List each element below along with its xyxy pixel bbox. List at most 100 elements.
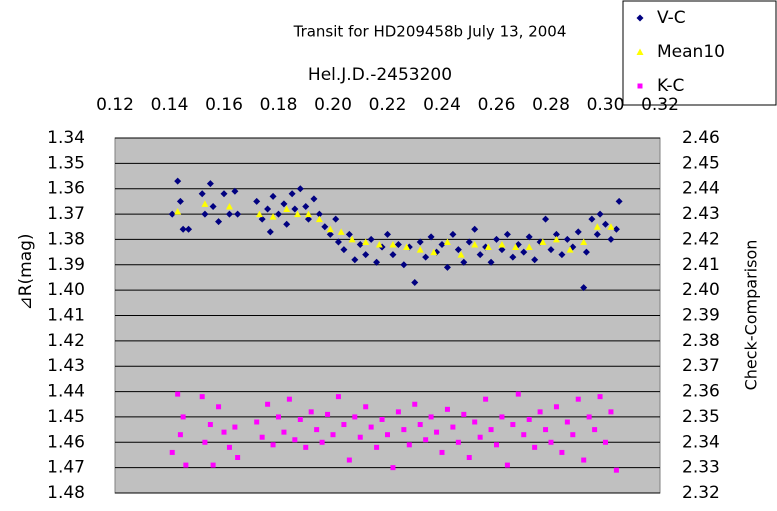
point <box>281 429 287 435</box>
point <box>422 253 430 261</box>
y-axis-title: ⊿R(mag) <box>16 233 36 310</box>
point <box>477 434 483 440</box>
point <box>593 223 601 230</box>
legend-label: K-C <box>657 76 684 96</box>
point <box>264 205 272 213</box>
point <box>559 449 565 455</box>
point <box>220 190 228 198</box>
point <box>443 263 451 271</box>
point <box>207 422 213 428</box>
point <box>303 444 309 450</box>
point <box>504 462 510 468</box>
point <box>515 391 521 397</box>
point <box>168 210 176 218</box>
point <box>472 419 478 425</box>
point <box>434 429 440 435</box>
x-tick-label: 0.24 <box>423 95 461 115</box>
point <box>406 442 412 448</box>
point <box>531 256 539 264</box>
point <box>231 187 239 195</box>
point <box>580 284 588 292</box>
point <box>221 429 227 435</box>
x-tick-label: 0.14 <box>151 95 189 115</box>
point <box>581 457 587 463</box>
y-tick-label: 1.40 <box>47 280 85 300</box>
point <box>368 424 374 430</box>
point <box>226 444 232 450</box>
point <box>210 462 216 468</box>
point <box>351 256 359 264</box>
point <box>457 251 465 258</box>
point <box>439 449 445 455</box>
point <box>259 434 265 440</box>
point <box>258 215 266 223</box>
point <box>356 241 364 248</box>
y-tick-label: 1.37 <box>47 204 85 224</box>
point <box>539 238 547 245</box>
legend-marker <box>637 83 643 89</box>
point <box>357 434 363 440</box>
point <box>390 465 396 471</box>
point <box>403 243 411 251</box>
point <box>487 258 495 266</box>
point <box>532 444 538 450</box>
point <box>466 455 472 460</box>
point <box>592 427 598 433</box>
point <box>461 411 467 417</box>
point <box>304 215 312 223</box>
point <box>588 215 596 223</box>
point <box>310 195 318 203</box>
point <box>566 246 574 253</box>
y2-tick-label: 2.34 <box>682 432 720 452</box>
y-tick-label: 1.43 <box>47 356 85 376</box>
point <box>179 225 187 233</box>
point <box>444 406 450 412</box>
x-tick-label: 0.28 <box>532 95 570 115</box>
point <box>389 241 397 248</box>
point <box>427 233 435 241</box>
point <box>498 246 506 254</box>
point <box>449 230 457 238</box>
point <box>385 432 390 438</box>
point <box>294 210 302 218</box>
point <box>543 427 549 433</box>
x-tick-label: 0.32 <box>641 95 679 115</box>
point <box>603 439 608 445</box>
point <box>352 414 358 420</box>
y-tick-label: 1.47 <box>47 458 85 478</box>
y2-tick-label: 2.46 <box>682 128 720 148</box>
legend <box>622 0 777 106</box>
point <box>552 235 560 243</box>
x-tick-label: 0.20 <box>314 95 352 115</box>
point <box>288 190 296 198</box>
point <box>537 409 543 415</box>
point <box>395 409 401 415</box>
point <box>269 213 277 220</box>
point <box>276 414 281 420</box>
x-tick-label: 0.22 <box>369 95 407 115</box>
point <box>521 432 527 438</box>
y-tick-label: 1.34 <box>47 128 85 148</box>
point <box>484 243 492 251</box>
point <box>234 210 242 218</box>
y2-tick-label: 2.37 <box>682 356 720 376</box>
point <box>174 177 182 185</box>
point <box>612 225 620 233</box>
point <box>330 432 336 438</box>
point <box>255 210 263 218</box>
point <box>401 427 407 433</box>
point <box>270 442 276 448</box>
point <box>430 248 438 256</box>
point <box>602 220 609 228</box>
point <box>493 235 500 243</box>
point <box>542 215 550 223</box>
point <box>416 246 424 253</box>
y-tick-label: 1.46 <box>47 432 85 452</box>
y2-tick-label: 2.35 <box>682 407 720 427</box>
point <box>183 462 189 468</box>
point <box>362 251 370 259</box>
point <box>175 391 181 397</box>
point <box>494 442 499 448</box>
point <box>375 241 383 248</box>
legend-label: V-C <box>657 8 686 28</box>
